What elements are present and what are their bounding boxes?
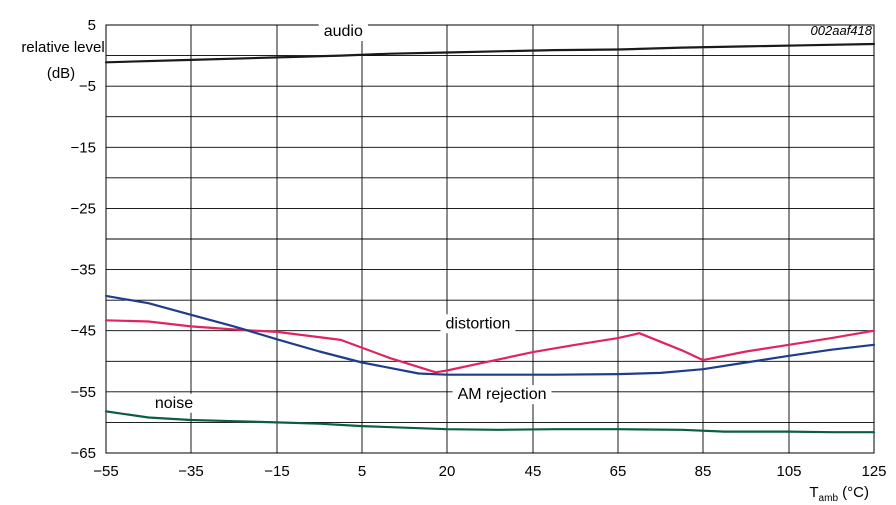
- x-axis-label: Tamb (°C): [809, 484, 869, 504]
- x-axis-label-sub: amb: [819, 493, 839, 504]
- series-line-noise: [104, 410, 876, 434]
- y-tick-label: −25: [71, 200, 96, 217]
- x-tick-label: 20: [439, 463, 456, 480]
- x-tick-label: 125: [861, 463, 886, 480]
- series-label-background: [440, 314, 516, 334]
- series-label-am-rejection: AM rejection: [458, 386, 547, 403]
- series-group: [104, 42, 876, 434]
- plot-frame: [105, 24, 875, 454]
- y-tick-label: −35: [71, 262, 96, 279]
- x-tick-label: −35: [178, 463, 203, 480]
- y-tick-label: −55: [71, 384, 96, 401]
- x-tick-label: 85: [695, 463, 712, 480]
- y-tick-label: 5: [88, 17, 96, 34]
- y-tick-label: −15: [71, 139, 96, 156]
- x-tick-label: 65: [610, 463, 627, 480]
- x-tick-label: 5: [358, 463, 366, 480]
- x-tick-label: −15: [264, 463, 289, 480]
- series-label-audio: audio: [324, 23, 363, 40]
- series-label-background: [452, 385, 552, 405]
- x-tick-label: 45: [525, 463, 542, 480]
- x-tick-label: −55: [93, 463, 118, 480]
- series-label-background: [149, 393, 199, 413]
- series-label-distortion: distortion: [445, 315, 510, 332]
- series-label-noise: noise: [155, 395, 193, 412]
- y-tick-label: −45: [71, 323, 96, 340]
- series-line-audio: [104, 42, 876, 64]
- series-label-background: [318, 22, 368, 42]
- series-labels: audio distortion AM rejection noise: [149, 22, 552, 413]
- x-tick-label: 105: [776, 463, 801, 480]
- x-axis-label-unit: (°C): [838, 484, 869, 501]
- x-tick-labels: −55 −35 −15 5 20 45 65 85 105 125: [93, 463, 886, 480]
- x-axis-label-main: T: [809, 484, 818, 501]
- y-axis-label-line1: relative level: [21, 39, 104, 56]
- series-line-am-rejection: [104, 294, 876, 376]
- series-line-distortion: [104, 319, 876, 374]
- y-tick-label: −65: [71, 445, 96, 462]
- y-tick-label: −5: [79, 78, 96, 95]
- grid: [106, 25, 874, 453]
- figure-code: 002aaf418: [811, 23, 873, 38]
- y-tick-labels: 5 −5 −15 −25 −35 −45 −55 −65: [71, 17, 96, 462]
- y-axis-label-line2: (dB): [47, 65, 75, 82]
